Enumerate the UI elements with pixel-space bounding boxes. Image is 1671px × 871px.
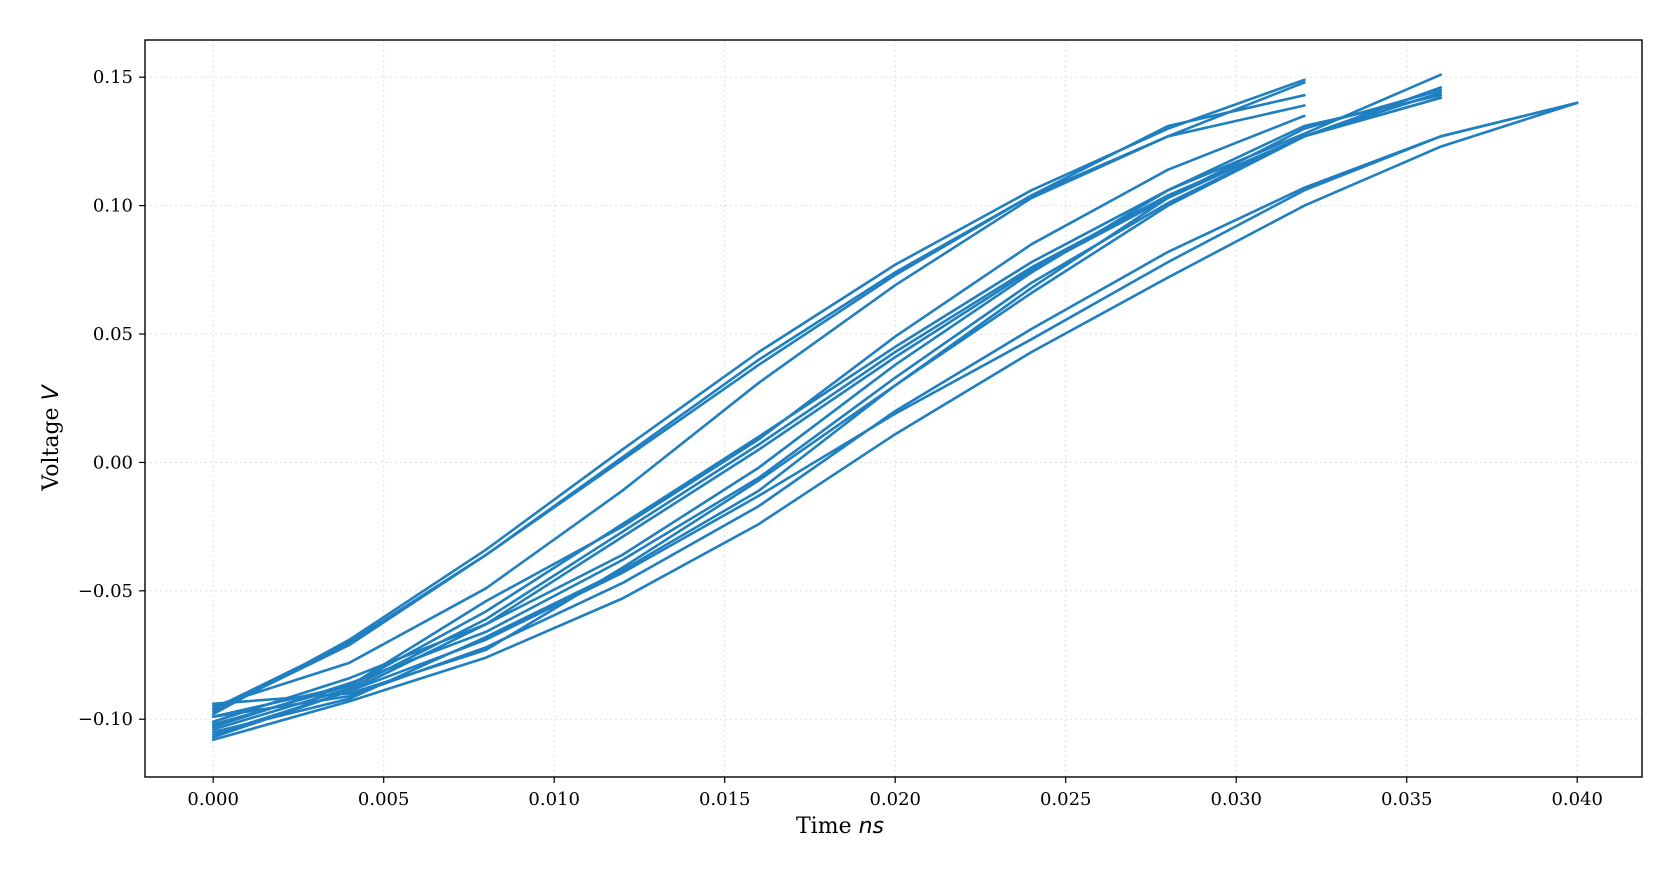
x-axis-ticks: 0.000 0.005 0.010 0.015 0.020 0.025 0.030 0.035… — [187, 777, 1603, 810]
y-tick-label: 0.10 — [93, 196, 133, 217]
series-line — [211, 114, 1306, 719]
x-tick-label: 0.005 — [358, 789, 410, 810]
y-tick-label: 0.15 — [93, 67, 133, 88]
series-line — [211, 91, 1443, 736]
x-tick-label: 0.030 — [1210, 789, 1262, 810]
series-line — [211, 101, 1579, 742]
x-tick-label: 0.040 — [1551, 789, 1603, 810]
series-line — [211, 88, 1443, 734]
y-axis-ticks: −0.10 −0.05 0.00 0.05 0.10 0.15 — [78, 67, 145, 730]
x-tick-label: 0.010 — [528, 789, 580, 810]
series-line — [211, 101, 1579, 739]
x-tick-label: 0.035 — [1381, 789, 1433, 810]
series-line — [211, 81, 1306, 711]
x-tick-label: 0.000 — [187, 789, 239, 810]
series-line — [211, 86, 1443, 731]
grid — [145, 40, 1642, 777]
x-tick-label: 0.020 — [869, 789, 921, 810]
y-axis-label: Voltage V — [39, 383, 64, 491]
x-axis-label: Time ns — [796, 814, 884, 839]
y-tick-label: 0.05 — [93, 324, 133, 345]
x-tick-label: 0.015 — [699, 789, 751, 810]
y-tick-label: 0.00 — [93, 452, 133, 473]
x-tick-label: 0.025 — [1040, 789, 1092, 810]
series-lines — [211, 73, 1579, 742]
series-line — [211, 93, 1443, 724]
y-tick-label: −0.10 — [78, 709, 133, 730]
series-line — [211, 96, 1443, 706]
plot-frame — [144, 39, 1643, 778]
series-line — [211, 78, 1306, 716]
series-line — [211, 104, 1306, 708]
series-line — [211, 93, 1306, 713]
series-line — [211, 96, 1443, 729]
y-tick-label: −0.05 — [78, 581, 133, 602]
